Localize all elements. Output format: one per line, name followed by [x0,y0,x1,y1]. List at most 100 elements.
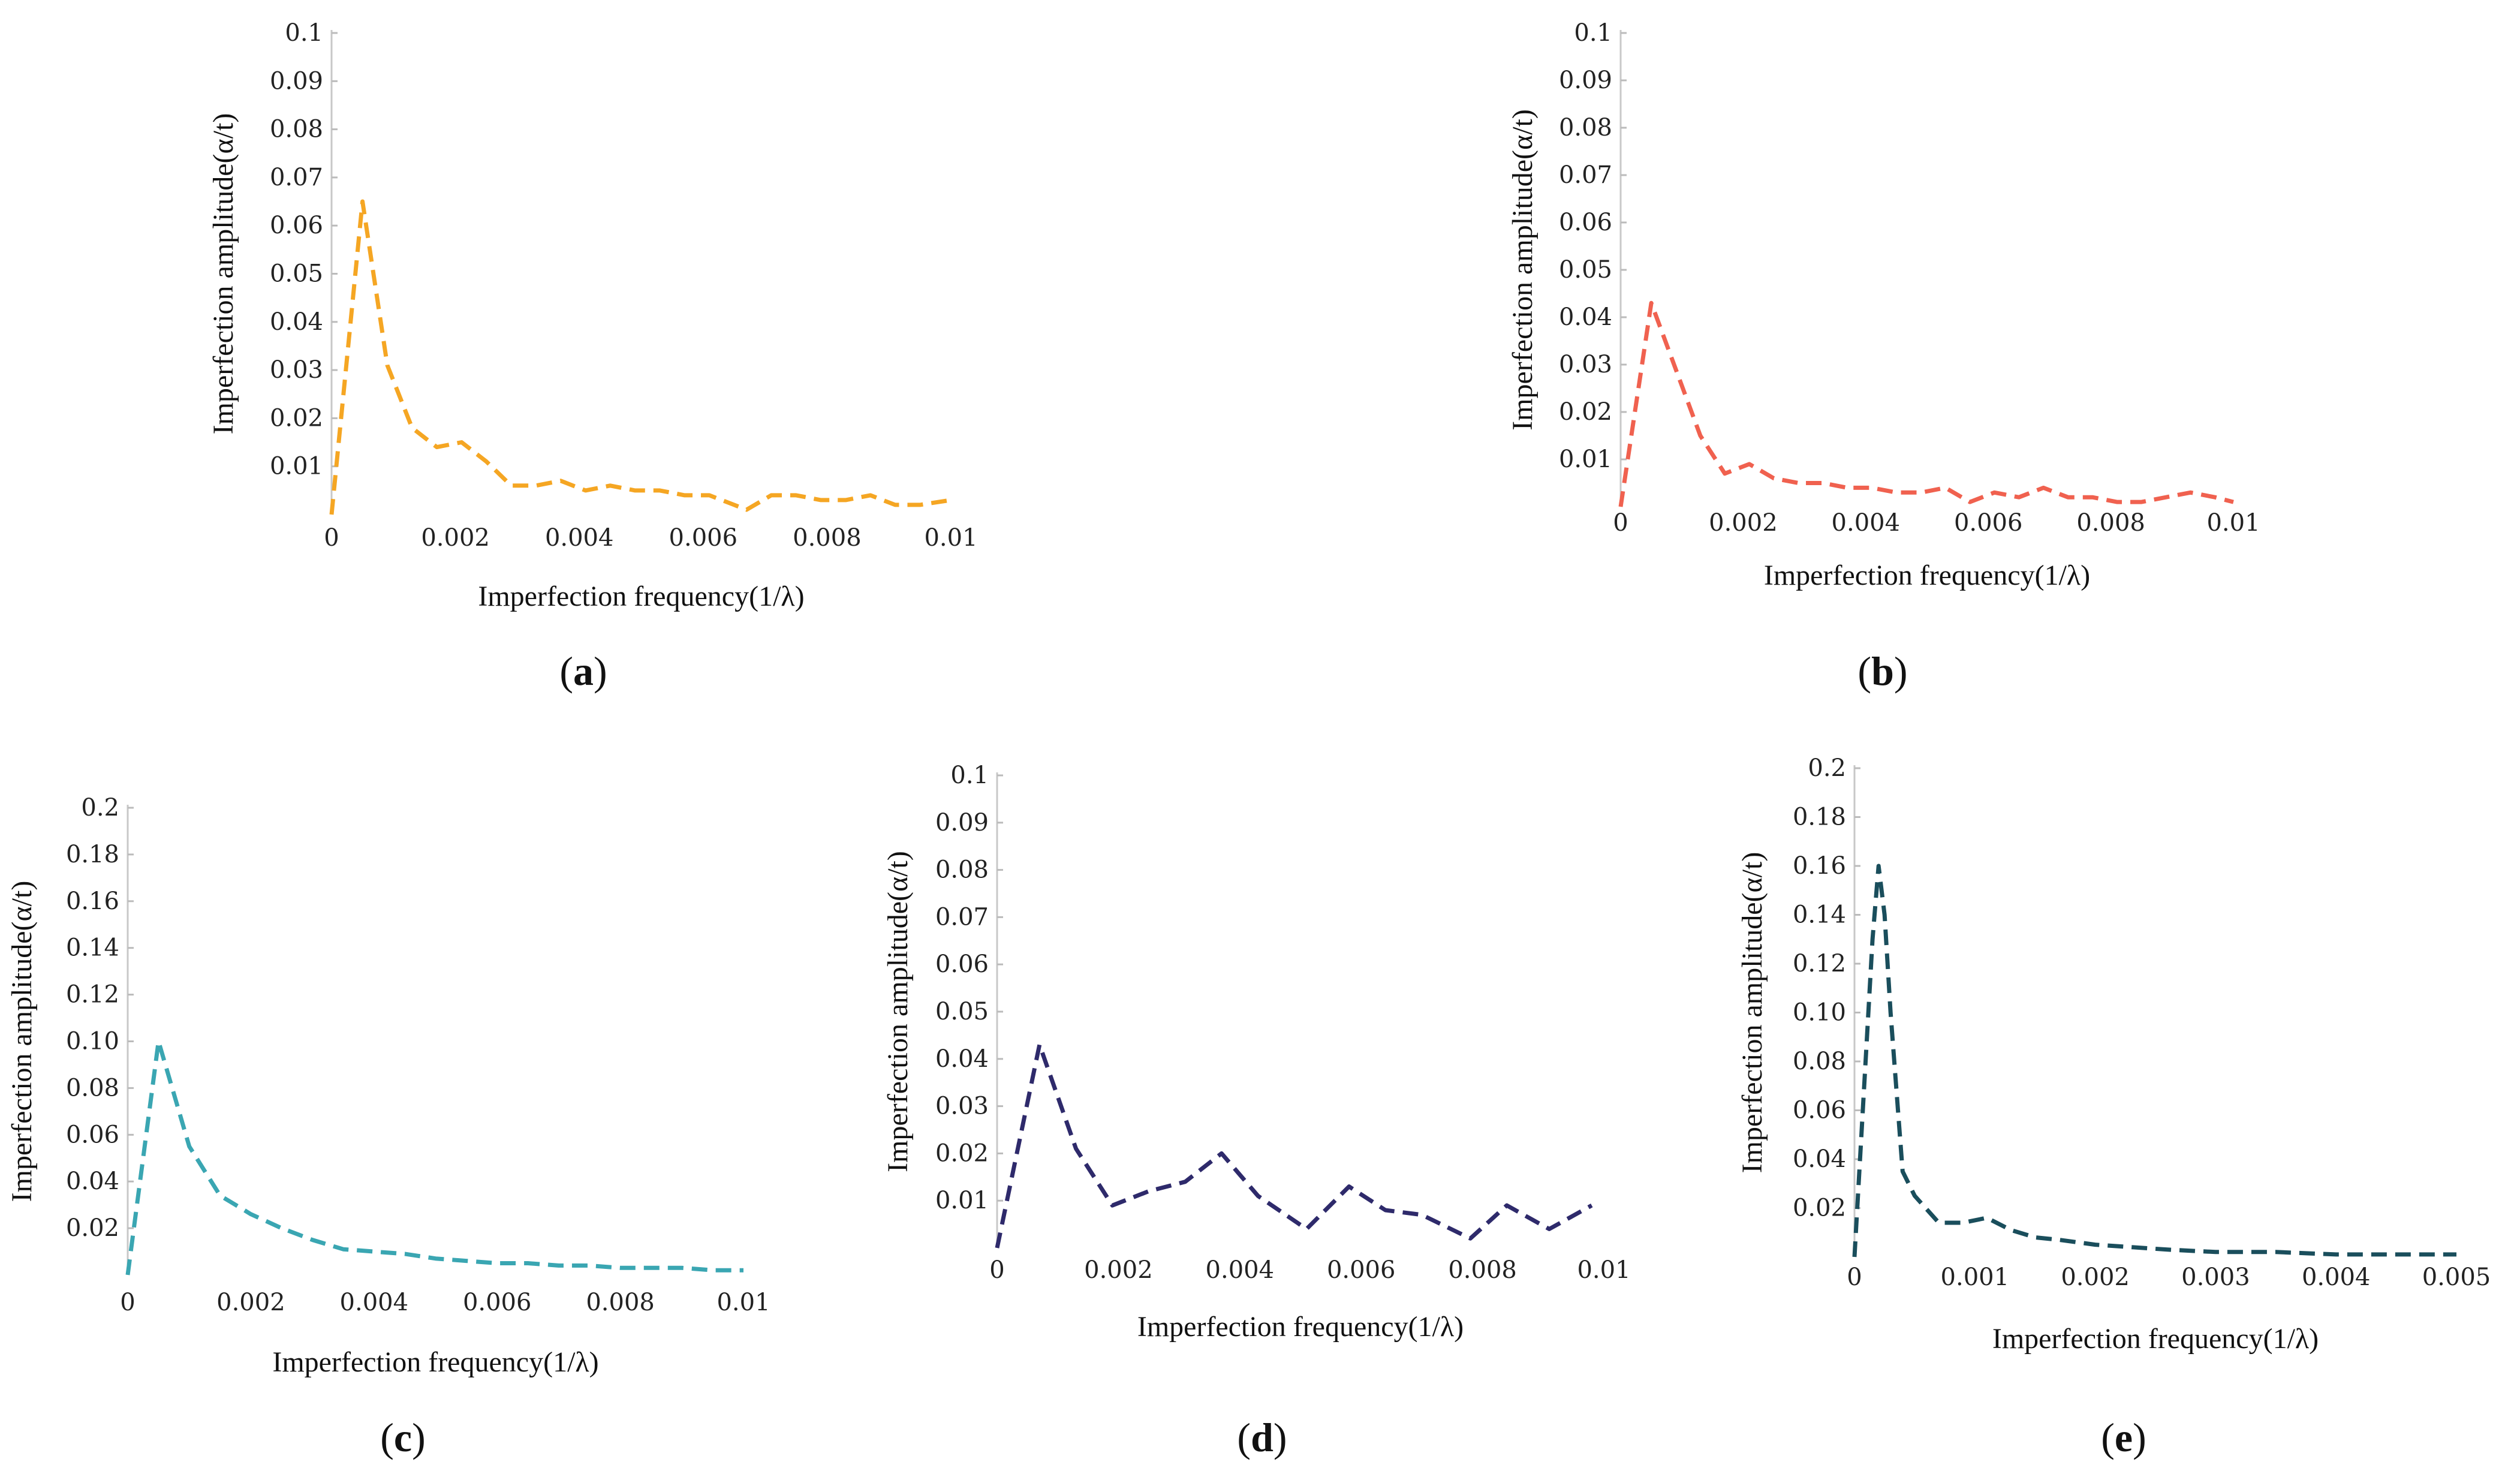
x-tick-label: 0.01 [2206,509,2260,537]
y-tick-label: 0.06 [270,212,323,239]
y-tick-label: 0.1 [1574,19,1612,47]
y-tick-label: 0.04 [935,1045,989,1073]
x-tick-label: 0 [989,1256,1004,1284]
y-tick-label: 0.08 [66,1074,119,1102]
y-axis-title: Imperfection amplitude(α/t) [207,113,239,435]
panel-label: (a) [559,648,607,694]
x-axis-title: Imperfection frequency(1/λ) [272,1346,598,1378]
x-tick-label: 0.006 [1327,1256,1396,1284]
x-tick-label: 0.004 [1206,1256,1275,1284]
panel-label-open-paren: ( [2101,1415,2115,1460]
y-tick-label: 0.2 [81,794,119,822]
y-axis-title: Imperfection amplitude(α/t) [6,881,38,1202]
x-tick-label: 0 [324,524,339,552]
x-tick-label: 0.01 [716,1289,770,1316]
series-line-a [329,199,952,515]
y-tick-label: 0.09 [1559,67,1612,94]
x-tick-label: 0 [1847,1264,1862,1291]
x-tick-label: 0.002 [216,1289,285,1316]
y-tick-label: 0.16 [1793,852,1846,880]
x-tick-label: 0.01 [1577,1256,1630,1284]
panel-d: 0.01 0.02 0.03 0.04 0.05 0.06 0.07 0.08 0.09 0.1 0… [882,762,1631,1460]
series-line-d [995,1042,1593,1249]
x-axis-title: Imperfection frequency(1/λ) [478,580,804,612]
series-line-e [1852,864,2456,1258]
x-tick-label: 0.002 [1709,509,1778,537]
panel-label-close-paren: ) [2133,1415,2146,1460]
y-axis-title: Imperfection amplitude(α/t) [882,851,914,1172]
y-tick-label: 0.06 [66,1121,119,1148]
y-tick-label: 0.10 [66,1028,119,1055]
x-tick-label: 0.005 [2422,1264,2491,1291]
y-tick-label: 0.14 [66,934,119,962]
panel-label-close-paren: ) [412,1415,426,1460]
panel-b: 0.01 0.02 0.03 0.04 0.05 0.06 0.07 0.08 0.09 0.1 0… [1507,19,2260,694]
y-tick-label: 0.02 [1559,398,1612,426]
panel-label-letter: c [394,1415,412,1460]
y-tick-label: 0.09 [270,67,323,95]
y-tick-label: 0.06 [935,950,989,978]
x-tick-label: 0 [1613,509,1628,537]
y-tick-label: 0.16 [66,888,119,915]
y-tick-label: 0.01 [270,453,323,480]
x-tick-label: 0.006 [669,524,738,552]
x-tick-label: 0.008 [586,1289,655,1316]
y-tick-label: 0.06 [1793,1097,1846,1124]
y-tick-label: 0.04 [270,308,323,336]
panel-label: (b) [1857,648,1907,694]
panel-e: 0.02 0.04 0.06 0.08 0.10 0.12 0.14 0.16 0.18 0.2 0… [1736,754,2491,1460]
x-tick-label: 0.002 [421,524,490,552]
y-tick-label: 0.03 [270,356,323,384]
y-tick-label: 0.14 [1793,901,1846,929]
y-tick-label: 0.05 [935,998,989,1025]
x-tick-label: 0.006 [463,1289,532,1316]
x-tick-label: 0.008 [2076,509,2145,537]
y-tick-label: 0.04 [1793,1145,1846,1173]
y-tick-label: 0.12 [66,981,119,1009]
x-axis-title: Imperfection frequency(1/λ) [1992,1323,2319,1355]
panel-label-open-paren: ( [1857,648,1871,694]
panel-label-open-paren: ( [559,648,573,694]
x-tick-label: 0.003 [2181,1264,2250,1291]
panel-label-letter: b [1871,648,1894,694]
y-tick-label: 0.02 [66,1214,119,1242]
y-tick-label: 0.1 [950,762,989,789]
y-tick-label: 0.04 [66,1168,119,1195]
y-tick-label: 0.07 [1559,161,1612,189]
y-axis-title: Imperfection amplitude(α/t) [1736,852,1768,1174]
y-tick-label: 0.02 [270,404,323,432]
y-tick-label: 0.08 [270,116,323,143]
y-tick-label: 0.05 [270,260,323,288]
x-tick-label: 0.004 [1832,509,1901,537]
panel-label: (e) [2101,1415,2146,1460]
y-tick-label: 0.10 [1793,999,1846,1027]
y-tick-label: 0.07 [935,903,989,931]
panel-c: 0.02 0.04 0.06 0.08 0.10 0.12 0.14 0.16 0.18 0.2 0… [6,794,770,1460]
panel-label-close-paren: ) [1894,648,1908,694]
y-tick-label: 0.01 [935,1187,989,1214]
y-tick-label: 0.03 [1559,351,1612,378]
y-tick-label: 0.1 [285,19,323,47]
x-tick-label: 0 [120,1289,135,1316]
x-tick-label: 0.002 [1084,1256,1153,1284]
series-line-b [1618,300,2234,507]
y-tick-label: 0.2 [1808,754,1846,782]
y-tick-label: 0.08 [935,856,989,884]
y-tick-label: 0.02 [935,1139,989,1167]
x-tick-label: 0.002 [2061,1264,2130,1291]
panel-label-letter: e [2115,1415,2133,1460]
x-axis-title: Imperfection frequency(1/λ) [1137,1311,1464,1343]
y-tick-label: 0.12 [1793,950,1846,977]
y-tick-label: 0.03 [935,1093,989,1120]
panel-label-open-paren: ( [1237,1415,1251,1460]
y-tick-label: 0.18 [1793,804,1846,831]
panel-label-close-paren: ) [1273,1415,1287,1460]
panel-label-open-paren: ( [380,1415,394,1460]
panel-label: (d) [1237,1415,1287,1460]
y-axis-title: Imperfection amplitude(α/t) [1507,109,1539,431]
x-tick-label: 0.001 [1941,1264,2010,1291]
y-tick-label: 0.06 [1559,209,1612,236]
x-tick-label: 0.004 [340,1289,409,1316]
y-tick-label: 0.08 [1793,1048,1846,1075]
